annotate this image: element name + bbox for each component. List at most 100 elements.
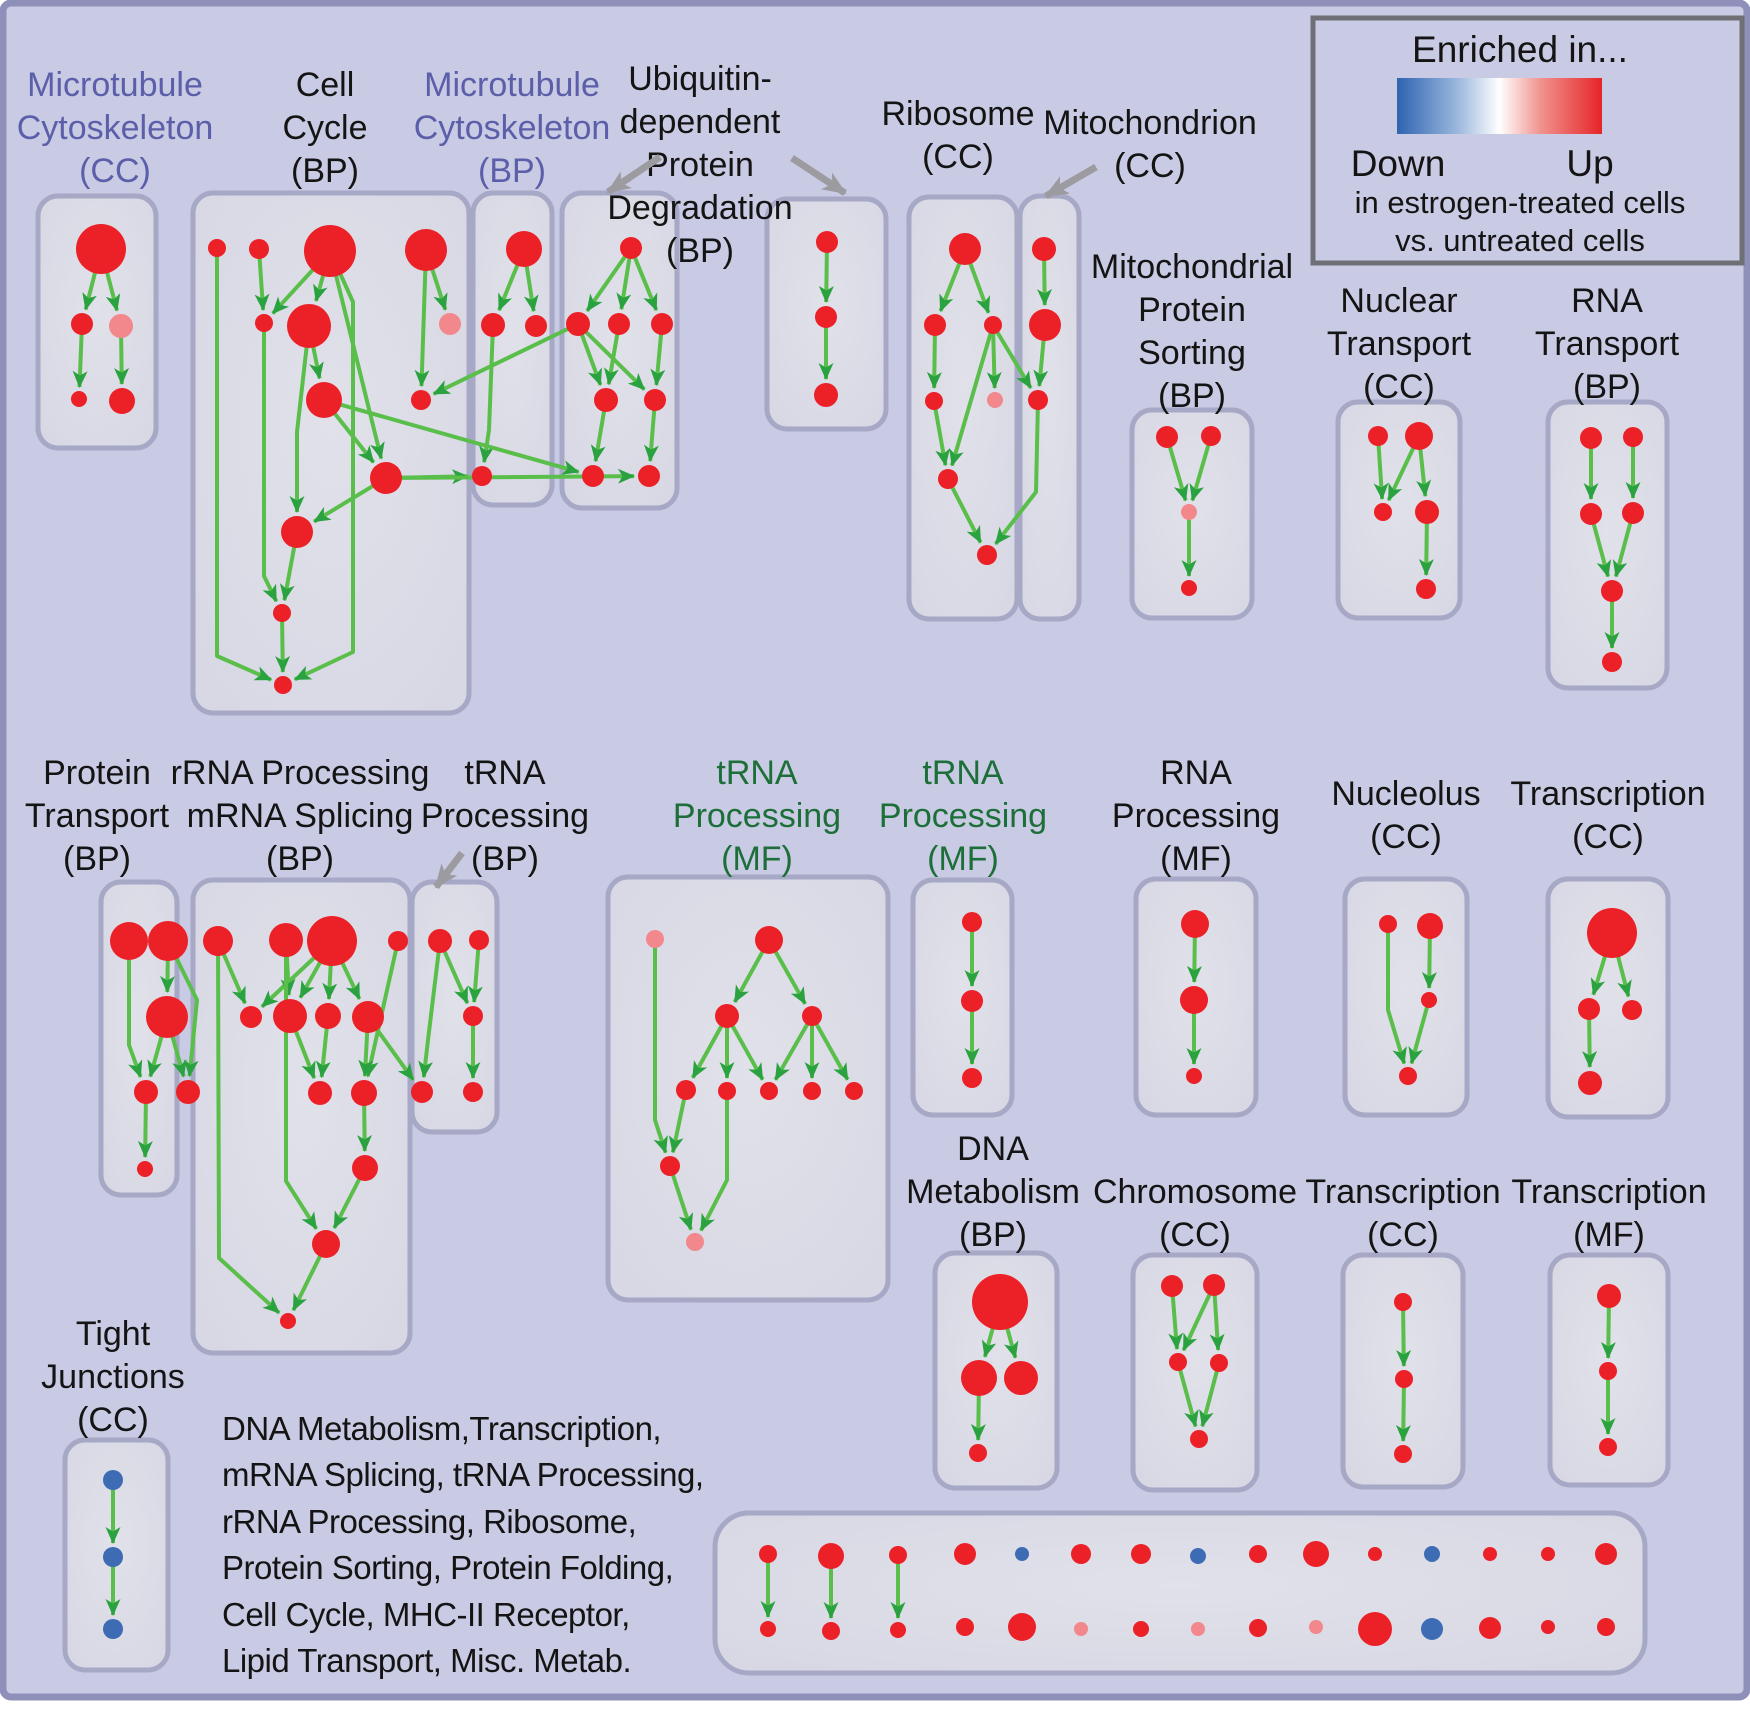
graph-node-red [660,1156,680,1176]
graph-edge [363,940,400,1078]
graph-nodes [71,224,1644,1646]
cluster-label-mt_bp: Cytoskeleton [414,109,611,147]
graph-node-red [137,1161,153,1177]
cluster-label-ubiq: (BP) [666,232,734,270]
graph-node-red [1602,652,1622,672]
graph-edge [1199,1362,1221,1428]
graph-edge [479,324,495,464]
cluster-label-ubiq: dependent [620,103,781,141]
graph-node-red [760,1621,776,1637]
graph-node-red [620,237,642,259]
graph-node-red [822,1622,840,1640]
cluster-label-chromosome: (CC) [1159,1216,1231,1254]
graph-node-red [962,912,982,932]
graph-edge [994,399,1040,546]
cluster-label-chromosome: Chromosome [1093,1173,1297,1211]
graph-node-red [1623,427,1643,447]
graph-node-red [972,1274,1028,1330]
graph-node-red [1169,1353,1187,1371]
legend-title: Enriched in... [1412,29,1628,70]
cluster-label-mito_sort: Mitochondrial [1091,248,1293,286]
graph-node-red [815,306,837,328]
graph-node-red [1181,580,1197,596]
graph-node-pink [1191,1622,1205,1636]
cluster-box-misc [712,1510,1648,1676]
cluster-label-tight_junc: (CC) [77,1401,149,1439]
label-pointer-arrow [1044,163,1098,200]
graph-node-red [977,545,997,565]
cluster-label-rrna: mRNA Splicing [187,797,414,835]
graph-node-blue [103,1619,123,1639]
graph-node-pink [987,392,1003,408]
graph-edge [932,400,951,467]
graph-edge [254,248,270,312]
graph-node-red [1395,1370,1413,1388]
legend-up-label: Up [1566,143,1613,184]
graph-node-red [76,224,126,274]
graph-edge [1396,1301,1412,1368]
graph-edge [810,1015,850,1081]
cluster-label-mito_sort: (BP) [1158,377,1226,415]
cluster-label-trna_mf1: Processing [673,797,841,835]
graph-node-blue [103,1547,123,1567]
graph-node-red [280,1313,296,1329]
graph-node-red [608,313,630,335]
graph-node-red [1622,502,1644,524]
footnote-line: Lipid Transport, Misc. Metab. [222,1642,631,1679]
cluster-box-prot_trans [98,879,180,1198]
graph-node-red [428,929,452,953]
graph-node-red [1368,426,1388,446]
cluster-label-rna_mf: Processing [1112,797,1280,835]
cluster-label-rna_trans: (BP) [1573,368,1641,406]
cluster-label-trna_bp: (BP) [471,840,539,878]
legend: Enriched in... Down Up in estrogen-treat… [1310,15,1745,266]
cluster-label-trna_mf2: Processing [879,797,1047,835]
graph-node-red [1133,1621,1149,1637]
legend-subtitle-1: in estrogen-treated cells [1355,185,1686,220]
cluster-label-mt_bp: (BP) [478,152,546,190]
graph-node-red [351,1080,377,1106]
footnote-line: Cell Cycle, MHC-II Receptor, [222,1596,630,1633]
graph-node-red [1156,426,1178,448]
graph-edge [275,612,291,674]
graph-edge [323,398,580,475]
cluster-label-nuc_trans: Nuclear [1340,282,1457,320]
graph-node-red [566,312,590,336]
graph-node-blue [1015,1547,1029,1561]
cluster-label-trna_mf2: tRNA [922,754,1004,792]
label-pointer-arrow [790,155,847,196]
cluster-label-mito: Mitochondrion [1043,104,1257,142]
graph-edge [127,941,143,1078]
graph-node-red [715,1004,739,1028]
cluster-box-nucleolus [1342,876,1470,1118]
graph-edge [414,249,430,388]
cluster-label-cell_cycle: (BP) [291,152,359,190]
graph-edge [166,940,199,1078]
graph-edge [328,250,385,460]
cluster-box-rna_trans [1545,399,1670,691]
label-pointer-arrow [433,850,465,890]
graph-edge [1165,436,1189,502]
graph-node-red [1210,1354,1228,1372]
graph-node-red [1008,1613,1036,1641]
graph-node-red [203,926,233,956]
graph-node-red [315,1003,341,1029]
cluster-label-nuc_trans: (CC) [1363,368,1435,406]
graph-node-red [1541,1547,1555,1561]
cluster-label-trna_mf1: (MF) [721,840,793,878]
graph-edge [576,322,646,391]
graph-edge [668,1089,688,1154]
cluster-label-prot_trans: Protein [43,754,151,792]
graph-node-red [1379,915,1397,933]
graph-node-red [273,604,291,622]
cluster-box-nuc_trans [1335,399,1463,621]
cluster-label-tight_junc: Junctions [41,1358,185,1396]
cluster-label-rrna: rRNA Processing [171,754,430,792]
graph-node-red [148,921,188,961]
graph-node-red [110,922,148,960]
graph-node-red [469,930,489,950]
graph-node-red [1201,426,1221,446]
graph-node-red [525,315,547,337]
graph-edge [1386,924,1407,1065]
graph-node-red [594,388,618,412]
